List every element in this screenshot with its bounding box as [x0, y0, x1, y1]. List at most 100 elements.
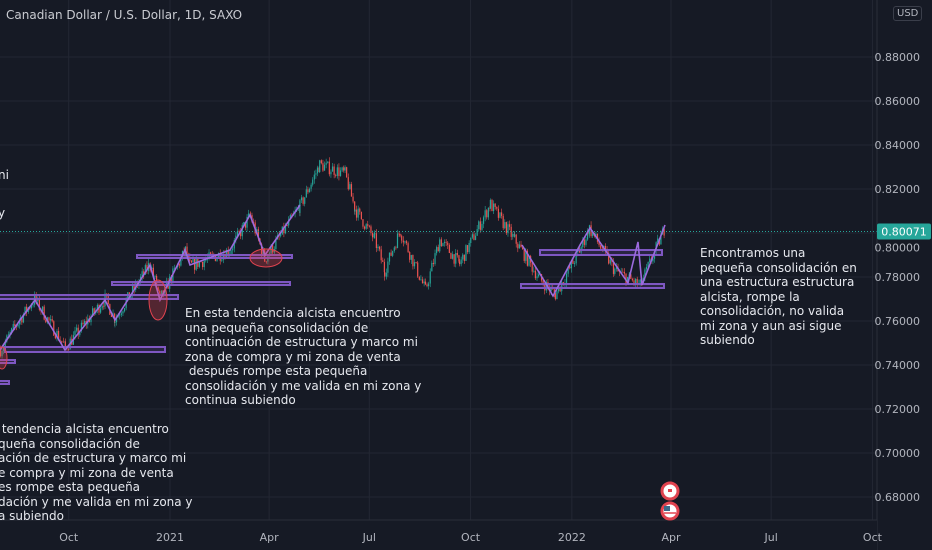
- candle-body: [388, 252, 391, 262]
- candle-body: [415, 262, 417, 263]
- event-markers[interactable]: [660, 481, 680, 521]
- candle-body: [365, 224, 367, 229]
- candle-body: [523, 249, 525, 261]
- candle-body: [512, 233, 514, 237]
- candle-body: [592, 232, 594, 236]
- candle-body: [307, 189, 309, 193]
- zone-rect[interactable]: [111, 281, 291, 286]
- candle-body: [284, 225, 287, 234]
- candle-body: [382, 260, 384, 262]
- candle-body: [362, 219, 364, 227]
- candle-body: [608, 253, 610, 264]
- candle-body: [98, 304, 100, 313]
- candle-body: [100, 308, 102, 313]
- x-tick-label: 2021: [156, 531, 184, 544]
- candle-body: [240, 231, 242, 237]
- candle-body: [502, 215, 504, 229]
- candle-body: [473, 234, 475, 240]
- candle-body: [426, 284, 428, 287]
- candle-body: [198, 261, 201, 267]
- candle-body: [505, 222, 507, 234]
- annotation-text-right[interactable]: Encontramos una pequeña consolidación en…: [700, 246, 857, 347]
- zone-ellipse[interactable]: [148, 279, 168, 321]
- candle-body: [622, 271, 624, 273]
- candle-body: [442, 243, 444, 247]
- candle-body: [575, 252, 577, 264]
- candle-body: [141, 271, 143, 277]
- candle-body: [230, 250, 232, 254]
- candle-body: [500, 212, 503, 216]
- candle-body: [80, 322, 83, 332]
- candle-body: [119, 314, 121, 316]
- annotation-text-left[interactable]: tendencia alcista encuentro queña consol…: [0, 422, 193, 523]
- candle-body: [468, 243, 470, 253]
- candle-body: [484, 210, 486, 218]
- candle-body: [402, 240, 404, 243]
- zone-ellipse[interactable]: [249, 248, 283, 268]
- zone-rect[interactable]: [0, 294, 179, 300]
- zone-rect[interactable]: [0, 380, 10, 385]
- candle-body: [434, 253, 436, 264]
- candle-body: [336, 167, 338, 176]
- candle-body: [609, 259, 611, 264]
- candle-body: [647, 262, 649, 267]
- candle-body: [45, 319, 47, 323]
- candle-body: [428, 283, 430, 287]
- candle-body: [463, 254, 465, 261]
- candle-body: [352, 196, 354, 202]
- zone-rect[interactable]: [539, 249, 663, 256]
- candle-body: [586, 230, 589, 240]
- candle-body: [570, 260, 572, 269]
- candle-body: [316, 167, 319, 174]
- y-tick-label: 0.86000: [875, 95, 921, 108]
- candle-body: [4, 341, 6, 347]
- candle-body: [636, 278, 638, 285]
- candle-body: [338, 167, 340, 177]
- candle-body: [569, 266, 571, 269]
- candle-body: [330, 171, 332, 175]
- candle-body: [573, 263, 576, 265]
- candle-body: [384, 272, 386, 277]
- candle-body: [448, 244, 450, 253]
- candle-body: [491, 199, 493, 212]
- candle-body: [349, 184, 351, 190]
- candle-body: [320, 160, 322, 164]
- candle-body: [0, 349, 2, 357]
- x-tick-label: Oct: [461, 531, 481, 544]
- zone-rect[interactable]: [520, 283, 665, 289]
- candle-body: [518, 244, 521, 249]
- candle-body: [257, 229, 259, 239]
- annotation-text-middle[interactable]: En esta tendencia alcista encuentro una …: [185, 306, 422, 407]
- candle-body: [319, 160, 321, 173]
- candle-body: [625, 273, 627, 284]
- candle-body: [360, 211, 362, 220]
- currency-button[interactable]: USD: [893, 6, 923, 21]
- candle-body: [447, 242, 449, 245]
- candle-body: [22, 314, 25, 323]
- zone-ellipse[interactable]: [0, 346, 8, 370]
- zigzag-line[interactable]: [521, 224, 666, 298]
- candle-body: [62, 341, 64, 343]
- candle-body: [74, 330, 76, 336]
- candle-body: [304, 197, 306, 204]
- candle-body: [305, 189, 307, 198]
- zone-rect[interactable]: [4, 346, 166, 353]
- candle-body: [390, 252, 392, 256]
- zone-rect[interactable]: [0, 359, 16, 364]
- candle-body: [327, 161, 329, 163]
- zigzag-line[interactable]: [0, 204, 301, 352]
- annotation-fragment[interactable]: y: [0, 206, 6, 220]
- candle-body: [82, 322, 84, 325]
- price-axis[interactable]: [877, 0, 932, 550]
- candle-body: [192, 258, 194, 263]
- candle-body: [12, 324, 14, 329]
- time-axis[interactable]: [0, 520, 877, 550]
- candle-body: [350, 184, 353, 197]
- candle-body: [170, 276, 172, 283]
- annotation-fragment[interactable]: ni: [0, 168, 9, 182]
- candle-body: [302, 197, 304, 204]
- candle-body: [443, 241, 446, 244]
- candle-body: [114, 322, 116, 324]
- candle-body: [355, 209, 358, 218]
